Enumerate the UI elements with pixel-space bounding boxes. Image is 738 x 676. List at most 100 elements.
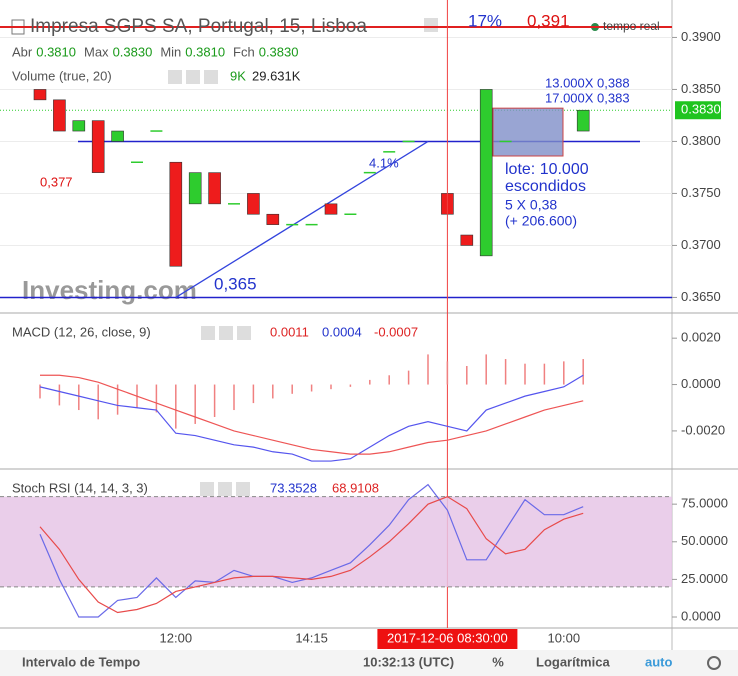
legend-value: 0.0004 <box>322 324 362 339</box>
settings-gear[interactable] <box>707 656 721 670</box>
histogram-bar <box>272 384 274 399</box>
settings-icon[interactable] <box>424 18 438 32</box>
histogram-bar <box>310 384 313 392</box>
ohlc-value: 0.3810 <box>185 44 225 59</box>
status: tempo real <box>603 19 660 33</box>
histogram-bar <box>330 384 332 390</box>
legend-value: 68.9108 <box>332 480 379 495</box>
toolbar-auto[interactable]: auto <box>645 654 673 669</box>
toolbar-interval[interactable]: Intervalo de Tempo <box>22 654 140 669</box>
histogram-bar <box>427 354 429 385</box>
histogram-bar <box>116 384 119 415</box>
histogram-bar <box>252 384 255 404</box>
histogram-bar <box>194 384 196 424</box>
trendline <box>175 140 429 298</box>
pane-title: Stoch RSI (14, 14, 3, 3) <box>12 480 148 495</box>
annotation: 0,377 <box>40 174 73 189</box>
candle-body <box>169 161 183 267</box>
last-price-label: 0.3830 <box>681 102 721 117</box>
settings-icon[interactable] <box>218 482 232 496</box>
x-tick-label: 10:00 <box>548 630 581 645</box>
legend-value: 73.3528 <box>270 480 317 495</box>
chart-title: Impresa SGPS SA, Portugal, 15, Lisboa <box>30 16 367 37</box>
y-tick-label: 0.0000 <box>681 376 721 391</box>
toolbar <box>0 650 738 676</box>
x-tick-label: 12:00 <box>160 630 193 645</box>
annotation: 17% <box>468 11 502 30</box>
histogram-bar <box>213 384 216 417</box>
y-tick-label: 0.0000 <box>681 608 721 623</box>
series-line <box>39 374 584 462</box>
settings-icon[interactable] <box>204 70 218 84</box>
crosshair-label-box <box>377 629 518 649</box>
candle-body <box>33 89 47 101</box>
histogram-bar <box>504 359 507 385</box>
toolbar-percent[interactable]: % <box>492 654 504 669</box>
order-box <box>492 107 564 157</box>
histogram-bar <box>97 384 99 420</box>
annotation: 5 X 0,38 <box>505 197 557 213</box>
candle-body <box>111 130 124 142</box>
series-line <box>40 374 584 455</box>
ohlc-value: 0.3830 <box>259 44 299 59</box>
crosshair-label: 2017-12-06 08:30:00 <box>387 630 508 645</box>
y-tick-label: 0.0020 <box>681 330 721 345</box>
candle-body <box>188 172 202 205</box>
ohlc-value: 0.3830 <box>113 44 153 59</box>
band <box>0 496 672 587</box>
histogram-bar <box>563 361 565 385</box>
toolbar-log[interactable]: Logarítmica <box>536 654 610 669</box>
settings-icon[interactable] <box>200 482 214 496</box>
histogram-bar <box>388 375 390 385</box>
toolbar-clock[interactable]: 10:32:13 (UTC) <box>363 654 454 669</box>
annotation: escondidos <box>505 178 586 195</box>
candle-body <box>324 203 338 215</box>
series-line <box>39 483 584 618</box>
y-tick-label: 0.3700 <box>681 237 721 252</box>
histogram-bar <box>485 354 487 385</box>
histogram-bar <box>369 379 371 385</box>
y-tick-label: 0.3850 <box>681 81 721 96</box>
histogram-bar <box>39 384 41 399</box>
ohlc-label: Fch <box>233 44 255 59</box>
histogram-bar <box>466 366 468 385</box>
histogram-bar <box>291 384 293 394</box>
y-tick-label: 0.3750 <box>681 185 721 200</box>
legend-value: -0.0007 <box>374 324 418 339</box>
y-tick-label: 0.3900 <box>681 29 721 44</box>
settings-icon[interactable] <box>236 482 250 496</box>
histogram-bar <box>407 370 410 385</box>
legend-value: 0.0011 <box>270 324 309 339</box>
settings-icon[interactable] <box>237 326 251 340</box>
pane-title: MACD (12, 26, close, 9) <box>12 324 151 339</box>
settings-icon[interactable] <box>168 70 182 84</box>
histogram-bar <box>175 384 177 429</box>
candle-body <box>247 193 260 215</box>
y-tick-label: 50.0000 <box>681 533 728 548</box>
histogram-bar <box>446 361 449 385</box>
volume-value: 9K <box>230 68 246 83</box>
settings-icon[interactable] <box>201 326 215 340</box>
candle-body <box>53 99 66 132</box>
ohlc-label: Min <box>160 44 181 59</box>
y-tick-label: 0.3650 <box>681 289 721 304</box>
annotation: (+ 206.600) <box>505 213 577 229</box>
last-price-box <box>675 101 721 120</box>
y-tick-label: 25.0000 <box>681 571 728 586</box>
watermark: Investing.com <box>22 275 197 305</box>
annotation: 17.000X 0,383 <box>545 90 630 105</box>
ohlc-label: Abr <box>12 44 33 59</box>
settings-icon[interactable] <box>186 70 200 84</box>
settings-icon[interactable] <box>219 326 233 340</box>
x-tick-label: 14:15 <box>295 630 328 645</box>
volume-legend: Volume (true, 20) <box>12 68 112 83</box>
candle-body <box>460 234 474 246</box>
annotation: lote: 10.000 <box>505 161 589 178</box>
candle-body <box>479 89 493 257</box>
y-tick-label: 75.0000 <box>681 496 728 511</box>
histogram-bar <box>58 384 61 406</box>
ohlc-value: 0.3810 <box>36 44 76 59</box>
candle-body <box>91 120 105 173</box>
series-line <box>39 495 584 614</box>
